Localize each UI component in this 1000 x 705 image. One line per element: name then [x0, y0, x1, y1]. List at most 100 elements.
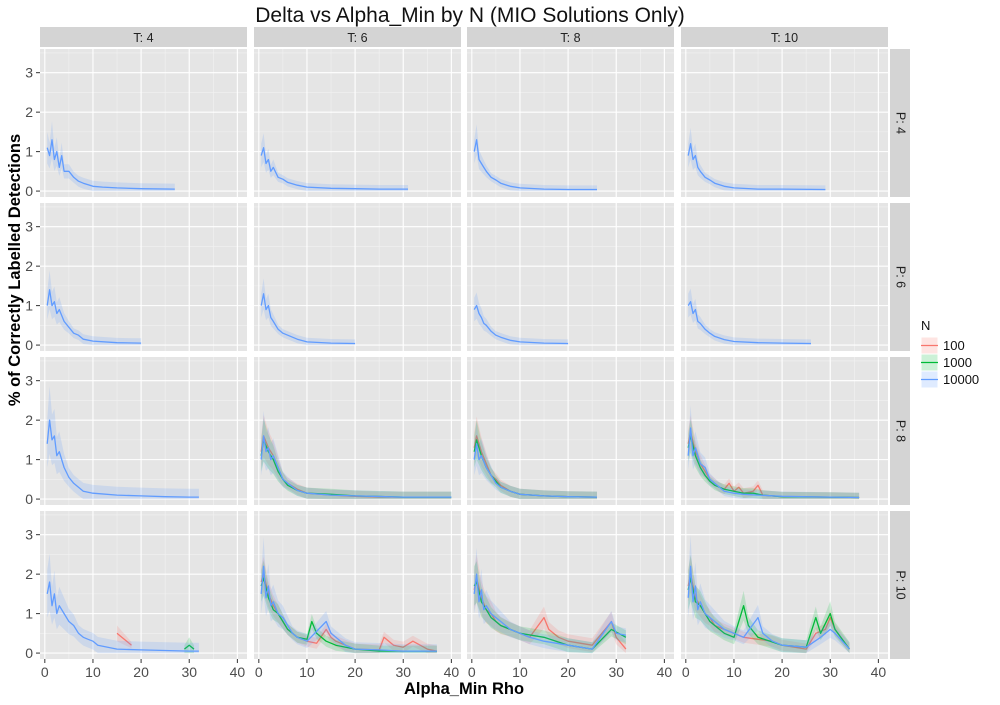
y-tick-label: 3 — [25, 527, 33, 543]
x-tick-label: 20 — [347, 664, 363, 680]
y-tick-label: 0 — [25, 183, 33, 199]
series-line-10000 — [260, 293, 356, 345]
series-ribbon-100 — [261, 556, 437, 654]
series-line-10000 — [46, 139, 175, 190]
panel-background — [40, 511, 247, 659]
x-tick-label: 30 — [395, 664, 411, 680]
facet-panel — [467, 49, 674, 197]
series-ribbon-10000 — [474, 292, 569, 346]
panel-background — [681, 203, 888, 351]
legend: N 100 1000 10000 — [920, 318, 979, 389]
series-line-10000 — [687, 565, 850, 650]
series-line-10000 — [46, 581, 199, 652]
facet-panel — [681, 511, 888, 659]
facet-panel — [681, 203, 888, 351]
facet-panel — [467, 357, 674, 505]
panel-background — [681, 511, 888, 659]
facet-strip-row — [890, 49, 910, 197]
facet-grid: T: 4 T: 6 T: 8 T: 10P: 4P: 6P: 8P: 10012301… — [25, 27, 910, 680]
facet-panel — [254, 203, 461, 351]
x-tick-label: 20 — [133, 664, 149, 680]
series-line-10000 — [473, 139, 597, 191]
legend-title: N — [921, 318, 930, 333]
y-tick-label: 1 — [25, 298, 33, 314]
y-tick-label: 0 — [25, 337, 33, 353]
facet-row-label: P: 10 — [894, 570, 908, 599]
series-ribbon-10000 — [261, 133, 408, 192]
x-tick-label: 0 — [255, 664, 263, 680]
x-tick-label: 10 — [299, 664, 315, 680]
panel-background — [254, 203, 461, 351]
facet-panel — [40, 49, 247, 197]
series-line-10000 — [473, 304, 569, 345]
x-tick-label: 0 — [468, 664, 476, 680]
series-ribbon-100 — [474, 554, 626, 654]
x-tick-label: 0 — [682, 664, 690, 680]
panel-background — [254, 357, 461, 505]
facet-panel — [681, 49, 888, 197]
series-ribbon-10000 — [688, 288, 811, 346]
y-tick-label: 2 — [25, 566, 33, 582]
facet-panel — [40, 511, 247, 659]
series-line-10000 — [687, 301, 812, 345]
series-line-10000 — [473, 573, 627, 650]
facet-col-label: T: 10 — [771, 31, 798, 45]
facet-row-label: P: 8 — [894, 420, 908, 442]
x-axis-title: Alpha_Min Rho — [404, 680, 524, 698]
facet-panel — [681, 357, 888, 505]
facet-strip-col — [40, 27, 247, 47]
facet-panel — [467, 203, 674, 351]
series-line-10000 — [260, 147, 408, 190]
panel-background — [681, 357, 888, 505]
series-line-10000 — [473, 443, 598, 498]
series-line-100 — [116, 632, 132, 646]
y-tick-label: 2 — [25, 412, 33, 428]
facet-strip-col — [467, 27, 674, 47]
x-tick-label: 40 — [871, 664, 887, 680]
panel-background — [467, 203, 674, 351]
y-tick-label: 3 — [25, 65, 33, 81]
series-line-10000 — [46, 289, 142, 344]
facet-panel — [254, 357, 461, 505]
series-ribbon-10000 — [474, 547, 626, 654]
y-tick-label: 0 — [25, 491, 33, 507]
x-tick-label: 40 — [444, 664, 460, 680]
facet-col-label: T: 4 — [133, 31, 153, 45]
series-ribbon-10000 — [47, 121, 175, 192]
series-line-10000 — [260, 565, 437, 652]
facet-panel — [40, 203, 247, 351]
x-tick-label: 30 — [608, 664, 624, 680]
series-line-10000 — [687, 427, 860, 499]
y-tick-label: 1 — [25, 144, 33, 160]
legend-label: 100 — [943, 338, 965, 353]
facet-panel — [467, 511, 674, 659]
panel-background — [40, 49, 247, 197]
x-tick-label: 10 — [512, 664, 528, 680]
legend-label: 1000 — [943, 355, 972, 370]
panel-background — [254, 511, 461, 659]
facet-strip-col — [681, 27, 888, 47]
panel-background — [467, 511, 674, 659]
y-tick-label: 2 — [25, 258, 33, 274]
facet-col-label: T: 6 — [347, 31, 367, 45]
panel-background — [254, 49, 461, 197]
panel-background — [40, 357, 247, 505]
facet-row-label: P: 4 — [894, 112, 908, 134]
y-tick-label: 0 — [25, 645, 33, 661]
series-line-10000 — [260, 435, 452, 498]
y-axis-title: % of Correctly Labelled Detections — [6, 134, 24, 406]
series-line-1000 — [183, 644, 195, 650]
facet-strip-col — [254, 27, 461, 47]
x-tick-label: 30 — [181, 664, 197, 680]
x-tick-label: 0 — [41, 664, 49, 680]
x-tick-label: 30 — [822, 664, 838, 680]
facet-strip-row — [890, 511, 910, 659]
x-tick-label: 10 — [726, 664, 742, 680]
panel-background — [681, 49, 888, 197]
x-tick-label: 40 — [657, 664, 673, 680]
x-tick-label: 10 — [85, 664, 101, 680]
y-tick-label: 1 — [25, 452, 33, 468]
legend-label: 10000 — [943, 372, 979, 387]
chart-title: Delta vs Alpha_Min by N (MIO Solutions O… — [255, 4, 685, 27]
